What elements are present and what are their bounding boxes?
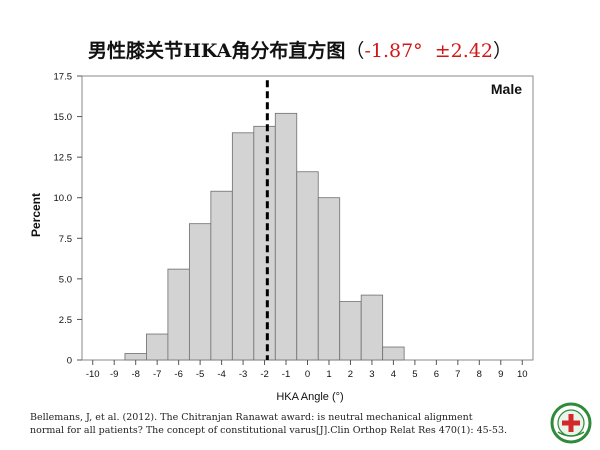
y-tick-label: 15.0 — [54, 112, 73, 123]
title-paren-open: （ — [345, 40, 365, 62]
x-tick-label: 1 — [326, 369, 331, 380]
title-mean: -1.87° — [364, 40, 423, 62]
histogram-bar — [339, 301, 362, 361]
histogram-bar — [360, 294, 384, 361]
x-tick-label: 5 — [412, 369, 417, 380]
hospital-emblem-icon — [550, 402, 592, 444]
y-tick-label: 12.5 — [54, 153, 73, 164]
histogram-bar — [146, 333, 169, 361]
x-tick-label: -6 — [174, 369, 182, 380]
histogram-bar — [382, 346, 405, 361]
title-main: 男性膝关节HKA角分布直方图 — [87, 40, 346, 62]
histogram-bar — [296, 171, 319, 361]
title-paren-close: ） — [493, 40, 513, 62]
citation: Bellemans, J, et al. (2012). The Chitran… — [30, 411, 550, 437]
x-tick-label: -2 — [260, 369, 268, 380]
x-tick-label: -7 — [153, 369, 161, 380]
x-tick-label: 8 — [477, 369, 482, 380]
y-tick-label: 17.5 — [54, 72, 73, 83]
histogram-bar — [231, 132, 255, 361]
x-tick-label: 7 — [455, 369, 460, 380]
histogram-bar — [188, 223, 212, 361]
x-tick-label: -8 — [131, 369, 139, 380]
x-tick-label: 3 — [369, 369, 374, 380]
x-tick-label: 4 — [391, 369, 396, 380]
x-tick-label: -3 — [239, 369, 247, 380]
title-sd: ±2.42 — [434, 40, 493, 62]
x-tick-label: -1 — [282, 369, 290, 380]
histogram-bar — [253, 125, 276, 361]
citation-line-2: normal for all patients? The concept of … — [30, 425, 508, 436]
y-axis-label: Percent — [29, 193, 43, 237]
histogram-chart: 02.55.07.510.012.515.017.5-10 -9 -8 -7 -6 -5-… — [29, 72, 534, 403]
y-tick-label: 2.5 — [59, 315, 72, 326]
x-tick-label: -9 — [110, 369, 118, 380]
histogram-bar — [210, 190, 233, 361]
y-tick-label: 7.5 — [59, 234, 72, 245]
x-tick-label: 9 — [498, 369, 503, 380]
histogram-bar — [167, 268, 190, 361]
citation-line-1: Bellemans, J, et al. (2012). The Chitran… — [30, 412, 473, 423]
histogram-bar — [274, 112, 298, 361]
x-tick-label: 0 — [305, 369, 310, 380]
y-tick-label: 0 — [67, 356, 72, 367]
series-label-male: Male — [491, 81, 522, 97]
x-tick-label: 2 — [348, 369, 353, 380]
x-tick-label: 10 — [517, 369, 528, 380]
x-tick-label: -5 — [196, 369, 204, 380]
x-tick-label: -10 — [86, 369, 100, 380]
x-axis-label: HKA Angle (°) — [276, 391, 343, 403]
x-tick-label: -4 — [217, 369, 225, 380]
chart-title: 男性膝关节HKA角分布直方图（-1.87° ±2.42） — [0, 36, 600, 63]
histogram-bar — [124, 353, 147, 361]
y-tick-label: 5.0 — [59, 274, 72, 285]
histogram-bar — [317, 197, 341, 361]
y-tick-label: 10.0 — [54, 193, 73, 204]
x-tick-label: 6 — [434, 369, 439, 380]
